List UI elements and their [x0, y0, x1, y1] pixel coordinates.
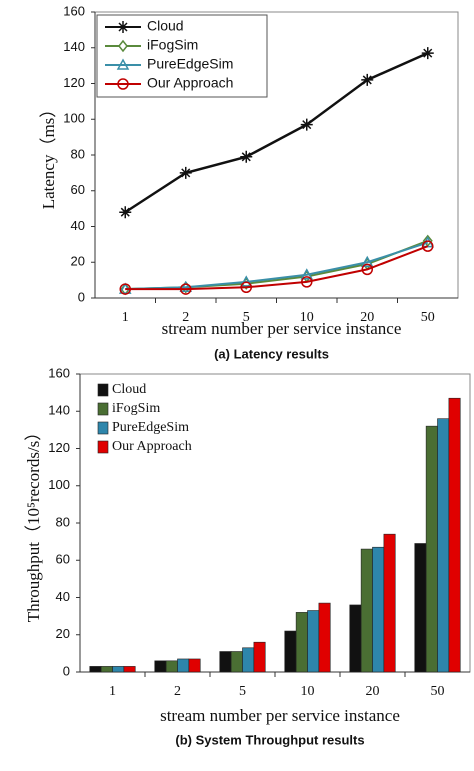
marker [180, 283, 192, 295]
y-tick-label: 100 [48, 477, 70, 492]
x-tick-label: 2 [174, 684, 181, 699]
marker [361, 73, 374, 86]
marker [179, 166, 192, 179]
y-tick-label: 40 [71, 218, 85, 233]
marker [361, 263, 373, 276]
legend-label: iFogSim [112, 401, 160, 416]
marker [301, 276, 313, 288]
x-tick-label: 20 [366, 684, 380, 699]
legend-label: PureEdgeSim [147, 56, 233, 72]
bar [372, 546, 385, 673]
legend-label: Our Approach [147, 75, 233, 91]
caption: (a) Latency results [214, 346, 329, 361]
x-tick-label: 20 [360, 310, 374, 325]
bar [414, 543, 427, 673]
x-tick-label: 50 [421, 310, 435, 325]
bar [188, 658, 201, 673]
y-tick-label: 120 [63, 75, 85, 90]
marker [118, 39, 128, 53]
bar [177, 658, 190, 673]
marker [360, 255, 374, 267]
legend-swatch [97, 440, 109, 454]
marker [300, 268, 314, 280]
y-tick-label: 120 [48, 440, 70, 455]
x-axis-label: stream number per service instance [162, 319, 402, 338]
bar [307, 610, 320, 673]
marker [421, 47, 434, 60]
y-tick-label: 80 [71, 146, 85, 161]
bar [437, 418, 450, 673]
caption: (b) System Throughput results [175, 732, 364, 747]
legend-label: Cloud [147, 18, 184, 34]
bar [100, 666, 113, 673]
y-axis-label: Throughput（10⁵records/s） [24, 424, 43, 623]
line [125, 241, 429, 291]
marker [119, 206, 132, 219]
bar [284, 630, 297, 673]
line [124, 51, 429, 214]
marker [116, 58, 130, 70]
y-tick-label: 100 [63, 111, 85, 126]
y-tick-label: 20 [71, 254, 85, 269]
x-tick-label: 10 [301, 684, 315, 699]
bar [360, 548, 373, 673]
bar [318, 602, 331, 673]
bar [154, 660, 167, 673]
marker [119, 283, 131, 295]
y-tick-label: 80 [56, 514, 70, 529]
x-axis-label: stream number per service instance [160, 706, 400, 725]
y-tick-label: 140 [63, 39, 85, 54]
bar [242, 647, 255, 673]
legend-label: iFogSim [147, 37, 198, 53]
y-tick-label: 20 [56, 626, 70, 641]
x-tick-label: 10 [300, 310, 314, 325]
bar [219, 651, 232, 673]
legend-swatch [97, 421, 109, 435]
y-tick-label: 40 [56, 589, 70, 604]
legend-label: PureEdgeSim [112, 420, 189, 435]
bar [123, 666, 136, 673]
y-tick-label: 60 [56, 552, 70, 567]
legend-swatch [97, 402, 109, 416]
marker [240, 281, 252, 294]
marker [300, 118, 313, 131]
bar [383, 533, 396, 673]
marker [240, 150, 253, 163]
bar [112, 666, 125, 673]
line [125, 245, 429, 291]
x-tick-label: 5 [243, 310, 250, 325]
legend-label: Our Approach [112, 439, 192, 454]
legend-swatch [97, 383, 109, 397]
y-tick-label: 60 [71, 182, 85, 197]
x-tick-label: 1 [122, 310, 129, 325]
bar [295, 612, 308, 673]
x-tick-label: 1 [109, 684, 116, 699]
marker [239, 275, 253, 287]
y-tick-label: 0 [78, 289, 85, 304]
marker [117, 78, 129, 90]
y-tick-label: 160 [63, 3, 85, 18]
y-axis-label: Latency（ms） [39, 101, 58, 210]
legend-label: Cloud [112, 382, 146, 397]
bar [253, 641, 266, 673]
x-tick-label: 2 [182, 310, 189, 325]
x-tick-label: 50 [431, 684, 445, 699]
plot-frame [79, 373, 471, 673]
bar [448, 397, 461, 673]
y-tick-label: 0 [63, 663, 70, 678]
bar [230, 651, 243, 673]
x-tick-label: 5 [239, 684, 246, 699]
y-tick-label: 160 [48, 365, 70, 380]
marker [179, 280, 193, 293]
bar [89, 666, 102, 673]
marker [422, 240, 434, 252]
bar [165, 660, 178, 673]
y-tick-label: 140 [48, 403, 70, 418]
bar [349, 604, 362, 673]
marker [117, 21, 129, 33]
bar [425, 425, 438, 673]
line [125, 239, 429, 291]
